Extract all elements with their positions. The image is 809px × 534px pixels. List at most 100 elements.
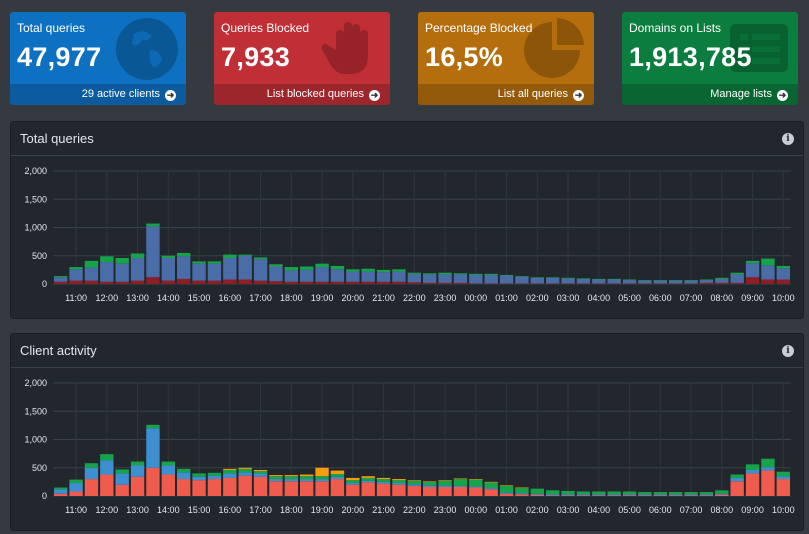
bar-segment	[730, 481, 744, 496]
bar-segment	[699, 492, 714, 495]
info-icon[interactable]: i	[782, 133, 794, 145]
bar-segment	[423, 481, 437, 486]
bar-segment	[223, 258, 237, 280]
bar-segment	[699, 280, 714, 283]
bar-segment	[146, 226, 160, 278]
bar-segment	[361, 268, 375, 272]
bar-segment	[207, 475, 222, 480]
bar-segment	[607, 279, 621, 284]
bar-segment	[253, 471, 268, 474]
y-tick-label: 500	[32, 251, 47, 261]
bar-segment	[69, 491, 83, 496]
x-tick-label: 03:00	[557, 293, 580, 303]
bar-segment	[177, 479, 191, 496]
bar-segment	[484, 274, 498, 284]
bar-segment	[315, 476, 329, 480]
bar-segment	[638, 280, 652, 284]
y-tick-label: 2,000	[24, 166, 47, 176]
active-clients-link[interactable]: 29 active clients ➜	[10, 84, 186, 105]
bar-segment	[300, 281, 314, 284]
bar-segment	[253, 257, 268, 260]
bar-segment	[238, 254, 252, 256]
bar-segment	[669, 492, 683, 495]
bar-segment	[561, 490, 575, 495]
info-icon[interactable]: i	[782, 345, 794, 357]
bar-segment	[69, 479, 83, 484]
x-tick-label: 15:00	[188, 505, 211, 515]
bar-segment	[192, 280, 206, 284]
bar-segment	[653, 280, 667, 281]
bar-segment	[300, 474, 314, 477]
bar-segment	[269, 264, 283, 267]
bar-segment	[546, 490, 560, 495]
bar-segment	[130, 253, 145, 259]
bar-segment	[284, 475, 298, 477]
x-tick-label: 21:00	[372, 505, 395, 515]
bar-segment	[253, 280, 268, 284]
bar-segment	[684, 492, 698, 495]
x-tick-label: 08:00	[711, 505, 734, 515]
bar-segment	[576, 495, 591, 496]
bar-segment	[269, 266, 283, 282]
bar-segment	[207, 261, 222, 264]
bar-segment	[669, 280, 683, 281]
bar-segment	[761, 458, 775, 468]
bar-segment	[407, 282, 421, 284]
bar-segment	[484, 488, 498, 490]
x-tick-label: 16:00	[219, 505, 242, 515]
x-tick-label: 20:00	[342, 293, 365, 303]
x-tick-label: 13:00	[126, 505, 149, 515]
bar-segment	[438, 480, 452, 486]
bar-segment	[177, 278, 191, 284]
bar-segment	[161, 258, 175, 281]
bar-segment	[361, 281, 375, 284]
bar-segment	[115, 281, 129, 284]
x-tick-label: 04:00	[588, 505, 611, 515]
bar-segment	[223, 473, 237, 478]
client-activity-chart: 0 500 1,000 1,500 2,000 11:00 12:00 13:00 14:00 1…	[24, 378, 794, 515]
bar-segment	[84, 267, 99, 281]
bar-segment	[284, 481, 298, 496]
bar-segment	[669, 494, 683, 496]
bar-segment	[607, 495, 621, 496]
bar-segment	[453, 282, 468, 284]
bar-segment	[730, 477, 744, 482]
bar-segment	[84, 467, 99, 480]
bar-segment	[361, 476, 375, 478]
bar-segment	[515, 487, 529, 489]
bar-segment	[54, 281, 68, 284]
bar-segment	[376, 481, 391, 484]
bar-segment	[238, 468, 252, 473]
bar-segment	[207, 472, 222, 476]
bar-segment	[761, 470, 775, 496]
bar-segment	[407, 480, 421, 481]
bar-segment	[392, 269, 406, 272]
bar-segment	[592, 283, 606, 284]
bar-segment	[392, 483, 406, 485]
bar-segment	[161, 461, 175, 466]
bar-segment	[346, 484, 360, 496]
list-all-queries-link[interactable]: List all queries ➜	[418, 84, 594, 105]
list-blocked-queries-link[interactable]: List blocked queries ➜	[214, 84, 390, 105]
tile-title: Queries Blocked	[221, 21, 310, 35]
bar-segment	[745, 260, 760, 264]
x-tick-label: 20:00	[342, 505, 365, 515]
bar-segment	[453, 486, 468, 496]
bar-segment	[130, 280, 145, 284]
bar-segment	[346, 477, 360, 481]
bar-segment	[284, 267, 298, 271]
x-tick-label: 07:00	[680, 505, 703, 515]
bar-segment	[684, 495, 698, 496]
bar-segment	[100, 474, 114, 496]
x-tick-label: 17:00	[249, 293, 272, 303]
bar-segment	[745, 464, 760, 471]
bar-segment	[469, 273, 483, 275]
bar-segment	[361, 477, 375, 481]
bar-segment	[54, 487, 68, 490]
bar-segment	[392, 271, 406, 282]
bar-segment	[546, 283, 560, 284]
bar-segment	[376, 272, 391, 282]
manage-lists-link[interactable]: Manage lists ➜	[622, 84, 798, 105]
bar-segment	[146, 223, 160, 227]
bar-segment	[315, 481, 329, 496]
